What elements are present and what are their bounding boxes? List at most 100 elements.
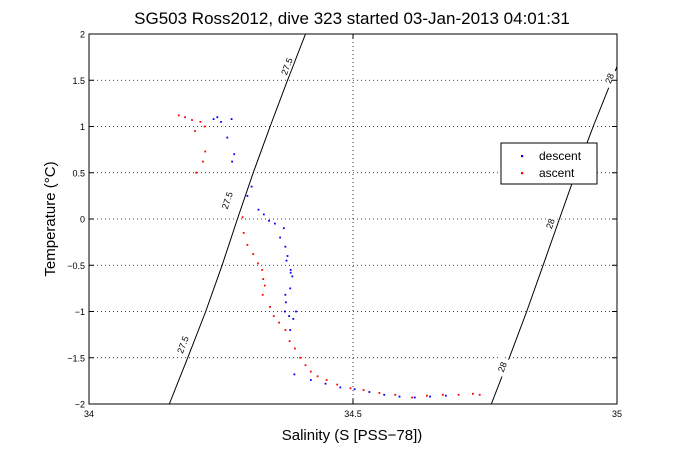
density-contour-line [168,34,306,404]
data-point-descent [339,386,342,389]
data-point-ascent [349,387,352,390]
data-point-ascent [362,389,365,391]
data-point-descent [289,269,292,271]
data-point-ascent [195,171,198,174]
data-point-ascent [294,347,296,350]
legend-marker-descent [521,155,524,158]
data-point-ascent [269,306,271,308]
data-point-ascent [204,150,207,153]
data-point-ascent [325,379,328,381]
data-point-descent [429,395,431,398]
data-point-descent [274,222,276,225]
data-point-descent [257,208,260,211]
contour-label-bg [542,213,559,234]
data-point-descent [285,259,288,262]
y-tick-label: 2 [80,30,85,40]
contour-label: 28 [544,217,557,230]
data-point-ascent [203,125,206,128]
data-point-ascent [309,370,312,373]
y-tick-label: −2 [75,400,85,410]
data-point-ascent [284,329,287,331]
data-point-descent [282,227,285,230]
data-point-ascent [262,278,265,280]
legend-item-descent: descent [521,149,582,163]
data-point-descent [230,118,233,120]
data-point-ascent [241,216,244,219]
y-axis-label: Temperature (°C) [42,161,59,276]
x-tick-label: 34 [84,409,94,419]
legend-item-ascent: ascent [521,166,575,180]
data-point-ascent [252,253,255,255]
data-point-ascent [184,116,186,119]
data-point-ascent [426,394,428,397]
data-point-ascent [194,130,196,132]
data-point-ascent [278,321,280,324]
data-point-descent [398,395,401,398]
data-point-ascent [257,262,259,265]
data-point-descent [285,301,287,304]
data-point-ascent [191,119,193,121]
data-point-descent [292,318,295,320]
data-point-ascent [242,232,245,234]
data-point-descent [279,236,281,239]
data-point-descent [250,185,253,188]
data-point-descent [353,388,356,391]
data-point-ascent [261,293,264,296]
y-tick-label: −0.5 [67,261,85,271]
data-point-descent [413,396,416,399]
data-point-ascent [441,393,444,396]
data-point-descent [226,136,229,139]
data-point-descent [233,153,236,156]
data-point-descent [286,255,289,257]
data-point-descent [295,310,297,313]
contour-label-bg [601,68,617,89]
data-point-descent [293,373,296,376]
y-tick-label: −1.5 [67,353,85,363]
data-point-descent [246,195,249,197]
data-point-descent [268,219,270,222]
data-point-ascent [299,356,302,359]
data-point-descent [284,245,287,248]
data-point-descent [289,329,292,331]
y-tick-label: 0 [80,215,85,225]
data-point-descent [383,393,386,396]
contour-label-bg [175,334,191,355]
data-point-ascent [288,340,291,342]
data-point-ascent [263,284,266,287]
y-tick-label: 1.5 [72,76,85,86]
contour-label-bg [494,356,511,378]
legend-box [500,142,598,185]
density-contour-line [490,66,617,404]
data-point-descent [289,287,292,290]
series-descent [212,116,447,399]
data-point-descent [212,118,215,120]
data-point-ascent [304,364,307,367]
series-ascent [177,114,481,399]
data-point-ascent [336,383,339,386]
data-point-ascent [411,396,413,399]
data-point-descent [289,271,292,274]
x-axis-label: Salinity (S [PSS−78]) [282,427,422,444]
data-point-ascent [261,269,264,271]
contour-label-bg [279,56,295,77]
contour-label: 28 [496,361,509,374]
data-point-ascent [246,244,249,246]
y-tick-label: 1 [80,122,85,132]
data-point-ascent [202,160,204,163]
x-tick-label: 34.5 [344,409,362,419]
legend-label-ascent: ascent [539,166,575,180]
chart-title: SG503 Ross2012, dive 323 started 03-Jan-… [134,9,570,28]
data-point-ascent [478,393,481,396]
data-point-descent [284,293,287,296]
data-point-descent [368,391,371,393]
contour-label-bg [219,190,235,211]
data-point-descent [220,121,222,123]
legend-marker-ascent [521,172,524,175]
legend-label-descent: descent [539,149,582,163]
data-point-descent [284,310,286,313]
contour-label: 28 [603,72,616,85]
data-point-descent [324,382,327,385]
data-point-ascent [394,393,397,396]
